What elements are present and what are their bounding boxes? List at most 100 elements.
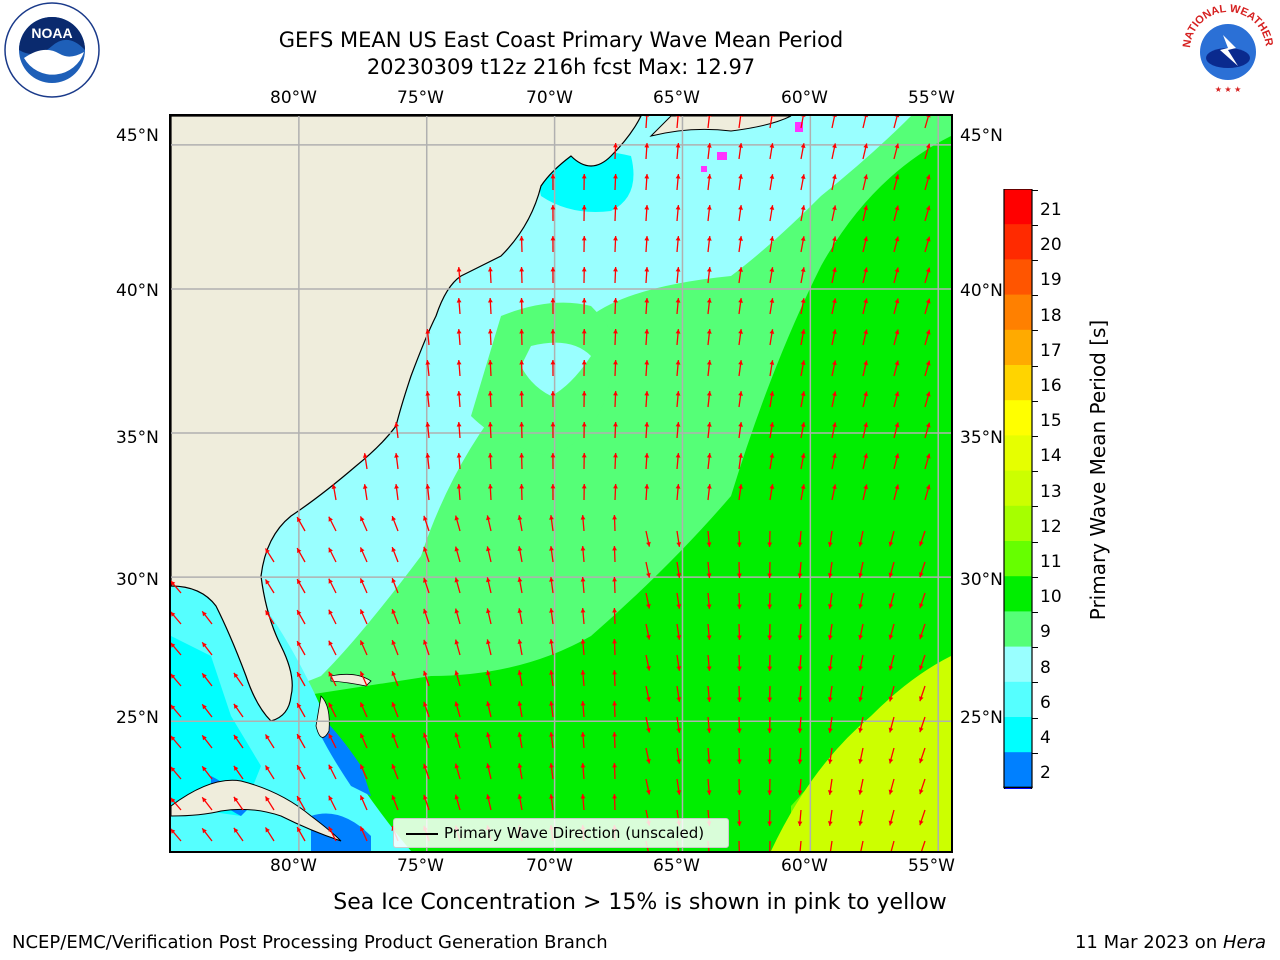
wave-direction-arrowhead	[925, 391, 931, 397]
wave-direction-arrowhead	[706, 360, 712, 365]
wave-direction-arrowhead	[456, 422, 462, 427]
colorbar-tick-label: 19	[1032, 250, 1062, 290]
wave-direction-arrowhead	[738, 360, 743, 365]
wave-direction-arrowhead	[581, 360, 587, 365]
wave-direction-arrowhead	[863, 143, 869, 149]
wave-direction-arrowhead	[581, 236, 587, 241]
colorbar-tick-text: 17	[1040, 340, 1062, 361]
wave-direction-arrowhead	[706, 666, 712, 671]
wave-direction-arrowhead	[454, 794, 460, 800]
wave-direction-arrowhead	[827, 697, 833, 702]
wave-direction-arrowhead	[454, 639, 460, 645]
wave-direction-arrowhead	[894, 143, 900, 149]
bottom-lon-label: 75°W	[397, 856, 444, 876]
wave-direction-arrowhead	[612, 515, 617, 520]
colorbar-tick-label: 13	[1032, 462, 1062, 502]
wave-direction-arrowhead	[423, 639, 428, 645]
wave-direction-arrowhead	[360, 826, 365, 832]
wave-direction-arrowhead	[644, 484, 650, 489]
wave-direction-arrowhead	[858, 572, 863, 578]
wave-direction-arrow	[829, 840, 833, 851]
wave-direction-arrowhead	[646, 572, 651, 578]
colorbar-tick-text: 13	[1040, 481, 1062, 502]
wave-direction-arrowhead	[769, 329, 775, 334]
wave-direction-arrowhead	[832, 143, 837, 149]
wave-direction-arrow	[920, 840, 926, 851]
wave-direction-arrowhead	[328, 671, 333, 677]
wave-direction-arrowhead	[767, 542, 773, 547]
wave-direction-arrowhead	[832, 422, 837, 428]
wave-direction-arrowhead	[486, 577, 491, 583]
colorbar-tick-text: 8	[1040, 657, 1051, 678]
wave-direction-arrowhead	[797, 542, 803, 547]
wave-direction-arrowhead	[769, 391, 775, 396]
wave-direction-arrowhead	[675, 422, 681, 427]
wave-direction-arrowhead	[858, 665, 863, 671]
wave-direction-arrowhead	[925, 174, 931, 180]
wave-direction-arrowhead	[550, 453, 556, 458]
wave-direction-arrowhead	[550, 422, 556, 427]
wave-direction-arrowhead	[925, 298, 931, 304]
wave-direction-arrowhead	[738, 174, 743, 179]
wave-direction-arrowhead	[738, 236, 743, 241]
wave-direction-arrowhead	[519, 453, 525, 458]
wave-direction-arrowhead	[675, 298, 681, 303]
wave-direction-arrowhead	[517, 794, 523, 800]
wave-direction-arrowhead	[797, 759, 803, 764]
colorbar-tick-mark	[1032, 365, 1038, 367]
wave-direction-arrowhead	[517, 670, 523, 676]
wave-direction-arrowhead	[486, 546, 491, 552]
wave-direction-arrowhead	[797, 635, 803, 640]
wave-direction-arrowhead	[675, 174, 681, 179]
wave-direction-arrowhead	[894, 391, 900, 397]
wave-direction-arrowhead	[767, 604, 773, 609]
wave-direction-arrowhead	[549, 732, 554, 737]
wave-direction-arrowhead	[738, 484, 743, 489]
wave-direction-arrowhead	[486, 670, 491, 676]
wave-direction-arrow	[676, 116, 679, 129]
wave-direction-arrowhead	[265, 548, 270, 554]
colorbar-tick-mark	[1032, 400, 1038, 402]
wave-direction-arrowhead	[580, 763, 586, 768]
wave-direction-arrowhead	[800, 360, 806, 366]
wave-direction-arrowhead	[202, 673, 207, 679]
wave-direction-arrowhead	[738, 422, 743, 427]
colorbar-tick-text: 12	[1040, 516, 1062, 537]
wave-direction-arrowhead	[863, 422, 869, 428]
wave-direction-arrowhead	[456, 267, 462, 272]
wave-direction-arrowhead	[454, 546, 460, 552]
top-lon-label: 60°W	[781, 88, 828, 108]
colorbar-tick-text: 20	[1040, 235, 1062, 256]
bottom-lon-label: 80°W	[270, 856, 317, 876]
chart-subtitle: 20230309 t12z 216h fcst Max: 12.97	[366, 55, 756, 79]
wave-direction-arrowhead	[736, 759, 742, 764]
wave-direction-arrowhead	[863, 174, 869, 180]
colorbar-swatch	[1004, 576, 1032, 612]
colorbar-swatch	[1004, 505, 1032, 542]
wave-direction-arrowhead	[863, 205, 869, 211]
wave-direction-arrowhead	[925, 360, 931, 366]
wave-direction-arrowhead	[858, 634, 863, 640]
wave-direction-arrow	[890, 840, 895, 851]
wave-direction-arrowhead	[423, 546, 428, 552]
colorbar-tick-text: 18	[1040, 305, 1062, 326]
wave-direction-arrowhead	[767, 790, 773, 795]
footer-host: Hera	[1222, 932, 1266, 953]
wave-direction-arrowhead	[233, 734, 239, 740]
wave-direction-arrowhead	[360, 578, 365, 584]
colorbar-tick-label: 2	[1032, 743, 1051, 783]
wave-direction-arrowhead	[517, 763, 523, 769]
wave-direction-arrowhead	[800, 236, 806, 242]
wave-direction-arrowhead	[767, 759, 773, 764]
colorbar-tick-mark	[1032, 259, 1038, 261]
wave-direction-arrowhead	[613, 267, 618, 272]
wave-direction-arrowhead	[328, 702, 333, 708]
wave-direction-arrowhead	[894, 453, 900, 459]
wave-direction-arrowhead	[171, 828, 176, 834]
wave-direction-arrowhead	[769, 267, 775, 272]
wave-direction-arrowhead	[675, 143, 681, 148]
wave-direction-arrowhead	[827, 728, 833, 733]
wave-direction-arrowhead	[706, 790, 712, 795]
wave-direction-arrowhead	[800, 143, 806, 149]
wave-direction-arrowhead	[797, 666, 803, 671]
